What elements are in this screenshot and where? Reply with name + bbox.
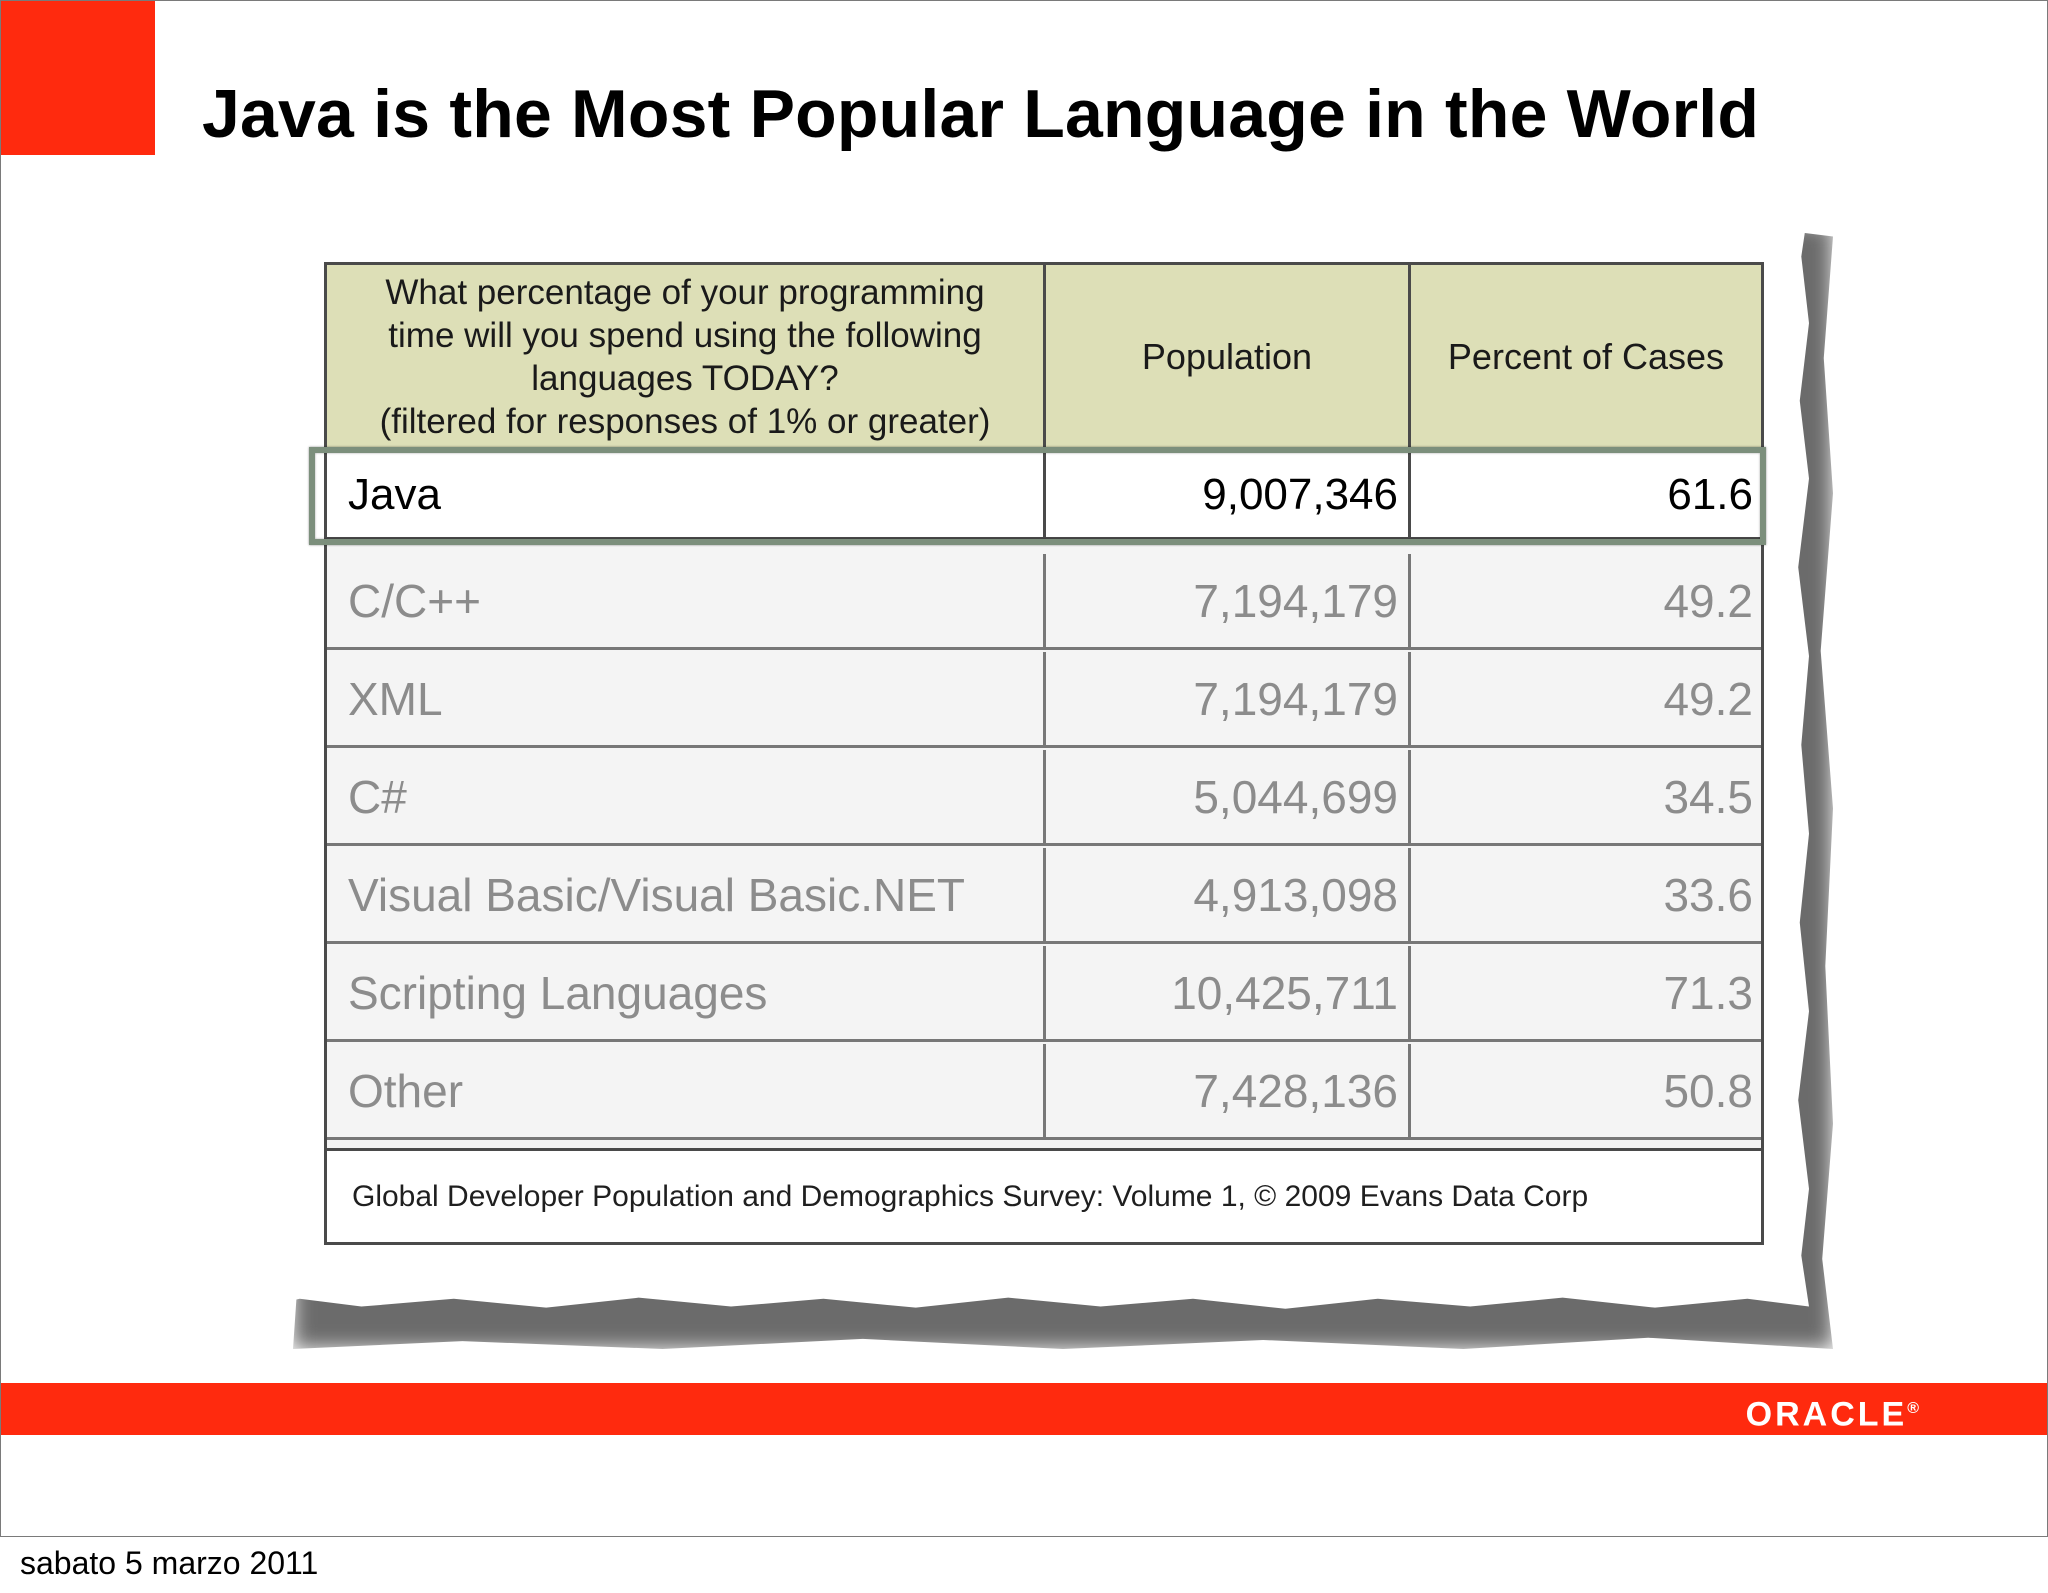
- table-header-row: What percentage of your programming time…: [327, 265, 1761, 452]
- slide: Java is the Most Popular Language in the…: [0, 0, 2048, 1537]
- oracle-logo-text: ORACLE: [1745, 1395, 1908, 1434]
- table-row-java: Java 9,007,346 61.6: [327, 452, 1761, 540]
- cell-population: 4,913,098: [1046, 848, 1411, 941]
- header-population: Population: [1046, 265, 1411, 449]
- cell-language: Other: [327, 1044, 1046, 1137]
- table-row: Visual Basic/Visual Basic.NET 4,913,098 …: [327, 848, 1761, 944]
- cell-percent: 49.2: [1663, 574, 1753, 627]
- table-row: C/C++ 7,194,179 49.2: [327, 554, 1761, 650]
- footer-bar: ORACLE®: [1, 1383, 2047, 1435]
- cell-population: 10,425,711: [1046, 946, 1411, 1039]
- table-row: Other 7,428,136 50.8: [327, 1044, 1761, 1140]
- table-row: Scripting Languages 10,425,711 71.3: [327, 946, 1761, 1042]
- cell-percent: 50.8: [1663, 1064, 1753, 1117]
- cell-percent: 49.2: [1663, 672, 1753, 725]
- cell-percent: 33.6: [1663, 868, 1753, 921]
- cell-language: Java: [327, 452, 1046, 537]
- trademark-icon: ®: [1907, 1400, 1919, 1417]
- table-source-note: Global Developer Population and Demograp…: [327, 1148, 1761, 1242]
- cell-percent: 71.3: [1663, 966, 1753, 1019]
- cell-language: Visual Basic/Visual Basic.NET: [327, 848, 1046, 941]
- cell-language: XML: [327, 652, 1046, 745]
- survey-table: What percentage of your programming time…: [324, 262, 1764, 1245]
- cell-language: C#: [327, 750, 1046, 843]
- slide-title: Java is the Most Popular Language in the…: [202, 76, 1760, 152]
- date-caption: sabato 5 marzo 2011: [20, 1545, 319, 1581]
- cell-population: 7,428,136: [1046, 1044, 1411, 1137]
- cell-language: C/C++: [327, 554, 1046, 647]
- cell-population: 9,007,346: [1046, 452, 1411, 537]
- red-corner-accent: [1, 1, 155, 155]
- cell-language: Scripting Languages: [327, 946, 1046, 1039]
- cell-percent: 34.5: [1663, 770, 1753, 823]
- table-row: XML 7,194,179 49.2: [327, 652, 1761, 748]
- cell-percent: 61.6: [1667, 469, 1753, 519]
- header-percent: Percent of Cases: [1447, 336, 1725, 377]
- oracle-logo: ORACLE®: [1746, 1391, 1919, 1432]
- cell-population: 5,044,699: [1046, 750, 1411, 843]
- cell-population: 7,194,179: [1046, 652, 1411, 745]
- table-row: C# 5,044,699 34.5: [327, 750, 1761, 846]
- cell-population: 7,194,179: [1046, 554, 1411, 647]
- header-question: What percentage of your programming time…: [327, 265, 1046, 449]
